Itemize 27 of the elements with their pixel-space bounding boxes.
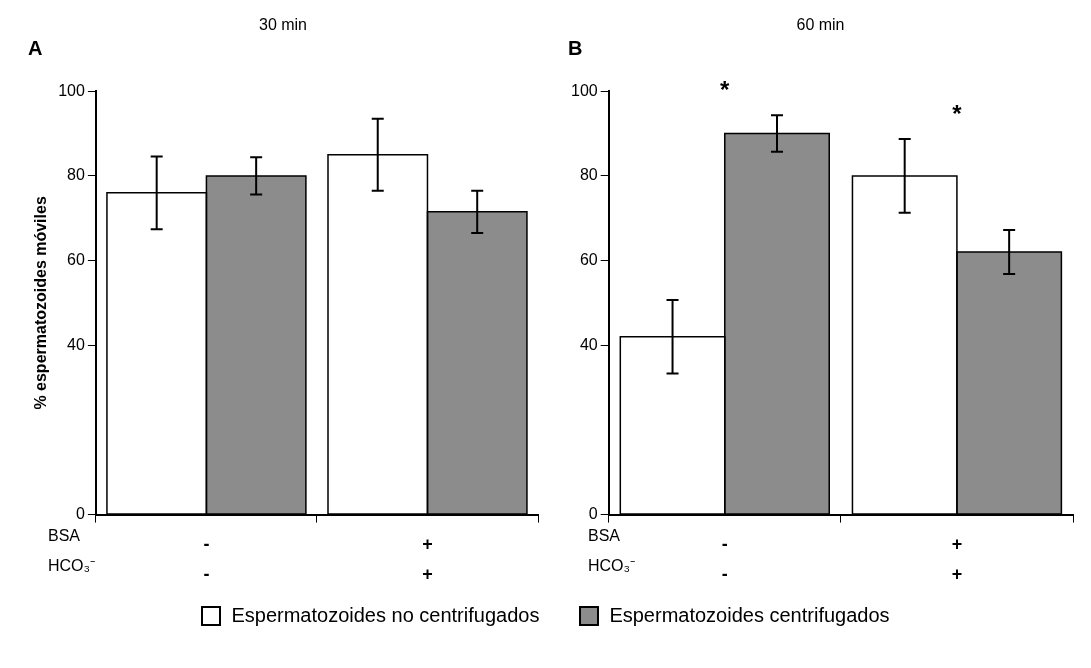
x-tick-label: - - bbox=[721, 534, 728, 585]
y-tick-label: 60 bbox=[579, 250, 598, 268]
y-axis-title: % espermatozoides móviles bbox=[32, 196, 50, 410]
x-tick-label: + + bbox=[951, 534, 963, 585]
y-tick-label: 0 bbox=[588, 505, 598, 523]
y-tick-label: 0 bbox=[75, 505, 85, 523]
y-tick-label: 80 bbox=[67, 166, 85, 184]
chart-title: 30 min bbox=[258, 16, 308, 34]
y-tick-label: 100 bbox=[570, 81, 598, 99]
y-tick-label: 80 bbox=[579, 166, 598, 184]
text: BSA bbox=[48, 527, 81, 545]
y-tick-label: 40 bbox=[579, 335, 598, 353]
y-tick-label: 60 bbox=[67, 250, 85, 268]
text: BSA bbox=[588, 527, 621, 545]
chart-title: 60 min bbox=[796, 16, 845, 34]
legend-label: Espermatozoides no centrifugados bbox=[231, 604, 540, 627]
annotation: * bbox=[720, 75, 731, 103]
text: HCO₃⁻ bbox=[48, 557, 96, 575]
annotation: * bbox=[952, 99, 963, 127]
chart-subtitle: A bbox=[28, 36, 43, 59]
y-tick-label: 100 bbox=[58, 81, 85, 99]
y-tick-label: 40 bbox=[67, 335, 85, 353]
x-tick-label: + + bbox=[422, 534, 433, 585]
x-tick-label: - - bbox=[203, 534, 210, 585]
legend-label: Espermatozoides centrifugados bbox=[609, 604, 890, 627]
chart-subtitle: B bbox=[568, 36, 583, 59]
text: HCO₃⁻ bbox=[588, 557, 636, 575]
